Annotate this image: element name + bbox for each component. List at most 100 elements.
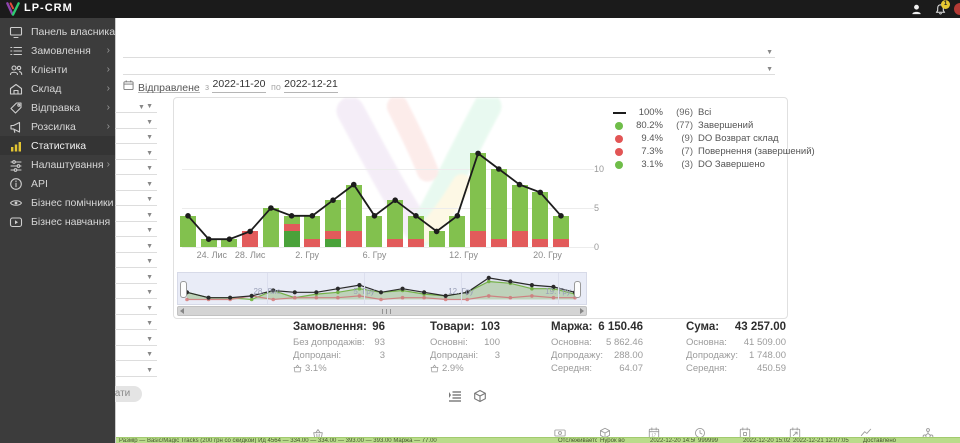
sidebar-item-dashboard[interactable]: Панель власника [0,22,115,41]
table-cell[interactable] [920,437,960,443]
legend-entry: 3.1% (3) DO Завершено [611,158,815,171]
filter-select-17[interactable]: ▼ [100,346,157,361]
x-axis-tick: 12. Гру [449,250,478,260]
x-axis-tick: 6. Гру [362,250,387,260]
legend-count: (9) [681,133,693,144]
filter-select-8[interactable]: ▼ [100,207,157,222]
clients-icon [9,63,23,77]
sidebar-item-statistics[interactable]: Статистика [0,136,115,155]
summary-row: Основна: 5 862.46 [551,337,643,348]
sidebar-item-helpers[interactable]: Бізнес помічники [0,193,115,212]
chevron-right-icon: › [106,158,110,170]
report-select-1[interactable]: ▼ [123,44,775,58]
chevron-down-icon: ▼ [138,104,145,111]
sidebar-item-orders[interactable]: Замовлення › [0,41,115,60]
mini-x-tick: 5. Гру [353,287,375,296]
legend-dot-swatch [611,147,627,156]
range-handle-left[interactable] [180,281,187,298]
summary-row: Допродані: 3 [430,350,500,361]
summary-row: Основні: 100 [430,337,500,348]
user-icon[interactable] [910,3,923,16]
list-view-icon[interactable] [448,389,462,403]
x-axis-tick: 28. Лис [234,250,266,260]
table-cell[interactable]: Размір — Basic/Magic Tracks (200 грн со … [116,437,556,443]
legend-entry: 80.2% (77) Завершений [611,119,815,132]
sidebar-item-clients[interactable]: Клієнти › [0,60,115,79]
filter-select-6[interactable]: ▼ [100,176,157,191]
cube-view-icon[interactable] [473,389,487,403]
statistics-icon [9,139,23,153]
sidebar-item-label: Налаштування [31,158,104,171]
table-cell[interactable]: 999999 [695,437,741,443]
filter-select-14[interactable]: ▼ [100,300,157,315]
calendar-icon [123,80,134,91]
bar-segment [283,215,300,224]
range-selector-minichart[interactable]: 28. Лис 5. Гру 12. Гру 19. Гру [177,272,587,305]
chevron-down-icon: ▼ [146,351,153,358]
x-axis-tick: 24. Лис [196,250,228,260]
bar-segment [449,215,466,247]
chevron-down-icon: ▼ [146,289,153,296]
filter-select-1[interactable]: ▼ [100,98,157,113]
filter-select-18[interactable]: ▼ [100,362,157,377]
cart-icon [293,364,302,373]
filter-select-2[interactable]: ▼ [100,114,157,129]
total-line-series [185,150,564,242]
sidebar-item-warehouse[interactable]: Склад › [0,79,115,98]
filter-select-10[interactable]: ▼ [100,238,157,253]
sidebar-item-api[interactable]: API [0,174,115,193]
table-cell[interactable]: Доставлено [860,437,921,443]
filter-select-7[interactable]: ▼ [100,191,157,206]
chevron-right-icon: › [106,82,110,94]
bar-segment [242,231,259,247]
chevron-right-icon: › [106,120,110,132]
date-type-select[interactable]: Відправлене ▼ [138,78,200,111]
table-cell[interactable]: Отслеживается [555,437,598,443]
scroll-right-arrow-icon[interactable] [580,308,584,314]
avatar[interactable] [954,3,960,15]
statistics-chart-card: 0 5 10 24. Лис 28. Лис 2. Гру 6. Гру 12. Гру 20.… [173,97,815,319]
table-cell[interactable]: 2022-12-20 14:50:06 [647,437,696,443]
chart-scrollbar[interactable] [177,306,587,316]
bar-segment [221,239,238,247]
mini-gridline [461,273,462,304]
cart-icon [430,364,439,373]
sidebar-item-settings[interactable]: Налаштування › [0,155,115,174]
filter-select-13[interactable]: ▼ [100,284,157,299]
filter-select-5[interactable]: ▼ [100,160,157,175]
range-handle-right[interactable] [574,281,581,298]
sidebar-item-shipping[interactable]: Відправка › [0,98,115,117]
api-icon [9,177,23,191]
chevron-down-icon: ▼ [146,165,153,172]
sidebar-item-training[interactable]: Бізнес навчання [0,212,115,231]
legend-line-swatch [611,111,627,114]
sidebar-item-label: Бізнес навчання [31,215,111,228]
filter-select-9[interactable]: ▼ [100,222,157,237]
table-cell[interactable]: 2022-12-21 12:07:05 [790,437,861,443]
table-cell[interactable]: 2022-12-20 15:02:29 [740,437,791,443]
scrollbar-grip[interactable] [382,308,391,314]
mini-x-tick: 19. Гру [545,287,571,296]
sidebar-item-mailing[interactable]: Розсилка › [0,117,115,136]
report-select-2[interactable]: ▼ [123,61,775,75]
filter-select-4[interactable]: ▼ [100,145,157,160]
filter-select-16[interactable]: ▼ [100,331,157,346]
filter-select-12[interactable]: ▼ [100,269,157,284]
scroll-left-arrow-icon[interactable] [180,308,184,314]
summary-row: Середня: 450.59 [686,363,786,374]
bar-segment [407,239,424,247]
legend-label: DO Завершено [698,159,765,170]
date-from-input[interactable]: 2022-11-20 [212,78,266,93]
date-to-input[interactable]: 2022-12-21 [284,78,338,93]
bar-segment [552,215,569,240]
chevron-right-icon: › [106,63,110,75]
filter-select-3[interactable]: ▼ [100,129,157,144]
table-cell[interactable]: Нурок во [597,437,648,443]
filter-select-15[interactable]: ▼ [100,315,157,330]
summary-row: Допродані: 3 [293,350,385,361]
bar-segment [283,223,300,232]
filter-select-11[interactable]: ▼ [100,253,157,268]
summary-row: Допродажу: 1 748.00 [686,350,786,361]
bar-segment [180,215,196,247]
chart-legend: 100% (96) Всі 80.2% (77) Завершений 9.4% (9) DO … [611,106,815,171]
